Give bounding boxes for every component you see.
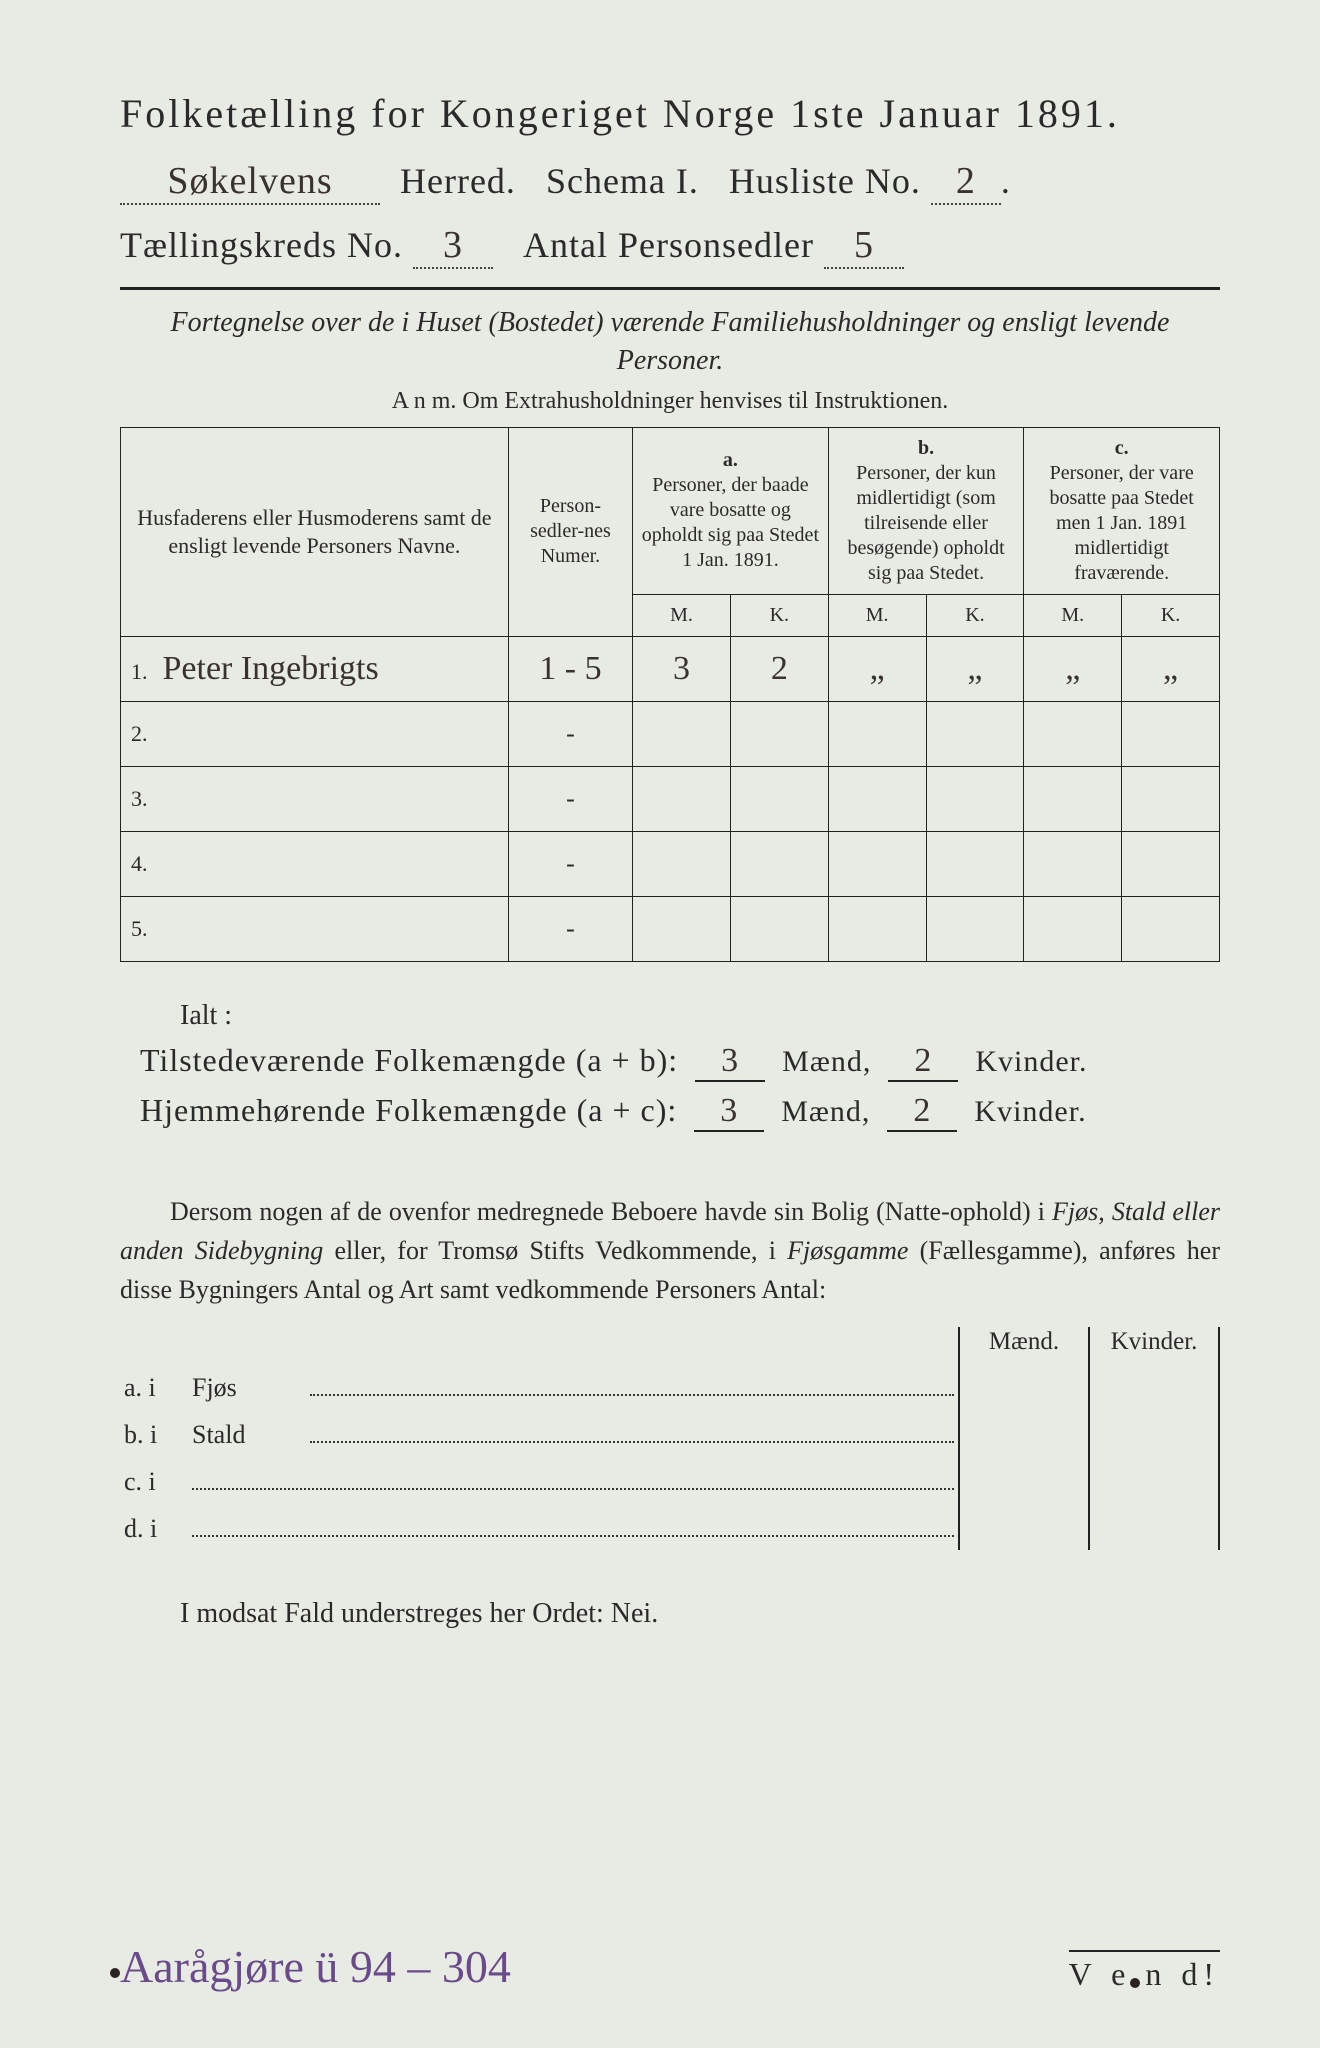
present-m: 3 [721, 1042, 739, 1079]
col-c: c. Personer, der vare bosatte paa Stedet… [1024, 427, 1220, 594]
subtitle: Fortegnelse over de i Huset (Bostedet) v… [120, 304, 1220, 380]
col-b-m: M. [828, 594, 926, 636]
personsedler-no: 5 [854, 223, 874, 267]
side-row: b. i Stald [120, 1409, 1219, 1456]
col-b-k: K. [926, 594, 1024, 636]
resident-pop-line: Hjemmehørende Folkemængde (a + c): 3 Mæn… [140, 1092, 1220, 1132]
col-a-m: M. [633, 594, 731, 636]
census-table: Husfaderens eller Husmoderens samt de en… [120, 427, 1220, 962]
side-row: c. i [120, 1456, 1219, 1503]
col-names: Husfaderens eller Husmoderens samt de en… [121, 427, 509, 636]
present-k: 2 [914, 1042, 932, 1079]
side-head-m: Mænd. [959, 1327, 1089, 1362]
nei-line: I modsat Fald understreges her Ordet: Ne… [180, 1598, 1220, 1630]
col-c-m: M. [1024, 594, 1122, 636]
col-numer: Person-sedler-nes Numer. [508, 427, 632, 636]
table-row: 4. - [121, 831, 1220, 896]
resident-k: 2 [913, 1092, 931, 1129]
husliste-label: Husliste No. [729, 161, 921, 201]
table-row: 1. Peter Ingebrigts 1 - 5 3 2 „ „ „ „ [121, 636, 1220, 701]
kreds-label: Tællingskreds No. [120, 225, 403, 265]
side-row: a. i Fjøs [120, 1362, 1219, 1409]
present-pop-line: Tilstedeværende Folkemængde (a + b): 3 M… [140, 1042, 1220, 1082]
col-a-k: K. [730, 594, 828, 636]
side-building-paragraph: Dersom nogen af de ovenfor medregnede Be… [120, 1192, 1220, 1309]
kreds-no: 3 [443, 223, 463, 267]
vend-label: V e n d! [1069, 1950, 1220, 1993]
husliste-no: 2 [956, 159, 976, 203]
schema-label: Schema I. [546, 161, 699, 201]
side-building-table: Mænd. Kvinder. a. i Fjøs b. i Stald c. i… [120, 1327, 1220, 1550]
form-title: Folketælling for Kongeriget Norge 1ste J… [120, 90, 1220, 137]
header-line-3: Tællingskreds No. 3 Antal Personsedler 5 [120, 223, 1220, 269]
side-head-k: Kvinder. [1089, 1327, 1219, 1362]
name-hand: Peter Ingebrigts [163, 650, 379, 687]
table-row: 5. - [121, 896, 1220, 961]
resident-m: 3 [720, 1092, 738, 1129]
page-bottom: Aarågjøre ü 94 – 304 V e n d! [120, 1940, 1220, 1993]
anm-note: A n m. Om Extrahusholdninger henvises ti… [120, 388, 1220, 415]
personsedler-label: Antal Personsedler [523, 225, 814, 265]
header-line-2: Søkelvens Herred. Schema I. Husliste No.… [120, 159, 1220, 205]
col-a: a. Personer, der baade vare bosatte og o… [633, 427, 829, 594]
table-row: 2. - [121, 701, 1220, 766]
purple-annotation: Aarågjøre ü 94 – 304 [120, 1940, 511, 1993]
blemish-dot [1130, 1978, 1140, 1988]
side-row: d. i [120, 1503, 1219, 1550]
census-form-page: Folketælling for Kongeriget Norge 1ste J… [0, 0, 1320, 2048]
herred-value: Søkelvens [167, 159, 332, 203]
table-row: 3. - [121, 766, 1220, 831]
blemish-dot [110, 1968, 120, 1978]
col-b: b. Personer, der kun midlertidigt (som t… [828, 427, 1024, 594]
herred-label: Herred. [400, 161, 516, 201]
col-c-k: K. [1122, 594, 1220, 636]
ialt-label: Ialt : [180, 1000, 1220, 1032]
census-tbody: 1. Peter Ingebrigts 1 - 5 3 2 „ „ „ „ 2.… [121, 636, 1220, 961]
divider [120, 287, 1220, 290]
